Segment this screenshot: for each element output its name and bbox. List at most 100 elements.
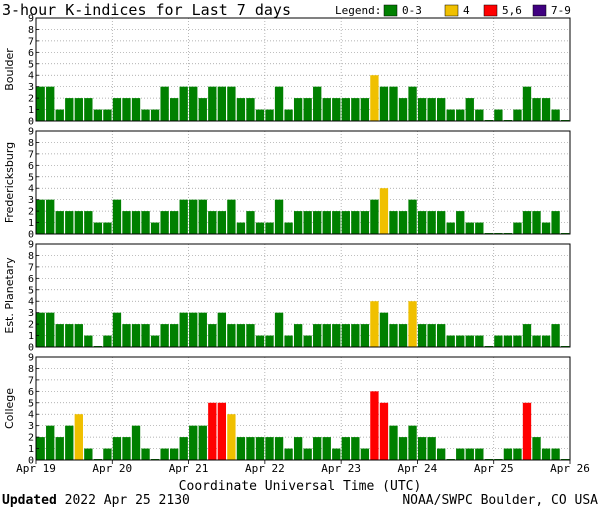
bar [456,109,465,121]
y-tick-label: 5 [28,59,34,70]
bar [46,312,55,347]
bar [150,109,160,121]
bar [236,222,246,234]
legend-item-1: 4 [463,4,470,17]
bar [322,98,331,121]
bar [74,414,83,460]
bar [112,437,122,460]
bar [141,448,150,460]
bar [84,335,93,347]
bar [46,425,55,460]
bar [255,335,265,347]
bar [408,301,417,347]
y-tick-label: 2 [28,94,34,105]
bar [103,222,112,234]
bar [456,335,465,347]
bar [303,211,312,234]
y-tick-label: 2 [28,320,34,331]
y-tick-label: 6 [28,387,34,398]
y-tick-label: 8 [28,25,34,36]
bar [475,335,484,347]
legend-swatch-1 [444,4,459,17]
y-tick-label: 5 [28,285,34,296]
bar [284,448,293,460]
bar [503,448,513,460]
bar [513,335,522,347]
x-tick-label: Apr 23 [321,462,361,475]
bar [398,211,408,234]
y-tick-label: 2 [28,207,34,218]
bar [389,86,398,121]
bar [551,109,560,121]
bar [313,86,322,121]
bar [456,211,465,234]
legend-swatch-0 [383,4,398,17]
y-tick-label: 6 [28,161,34,172]
panel-frame [35,356,571,461]
x-tick-label: Apr 21 [169,462,209,475]
footer-updated: Updated 2022 Apr 25 2130 [2,493,190,508]
y-tick-label: 0 [28,456,34,467]
bar [246,324,255,347]
x-tick-label: Apr 24 [398,462,438,475]
y-tick-label: 8 [28,251,34,262]
bar [265,437,274,460]
bar [179,199,188,234]
bar [522,402,532,460]
bar [36,86,45,121]
bar [475,109,484,121]
y-tick-label: 4 [28,184,34,195]
bar [417,211,427,234]
bar [255,437,265,460]
bar [522,211,532,234]
bar [265,335,274,347]
bar [465,98,474,121]
bar [551,448,560,460]
y-tick-label: 5 [28,398,34,409]
bar [217,86,227,121]
y-tick-label: 7 [28,36,34,47]
y-tick-label: 3 [28,421,34,432]
bar [437,324,446,347]
bar [341,211,350,234]
x-tick-label: Apr 25 [474,462,514,475]
y-tick-label: 1 [28,218,34,229]
bar [303,448,312,460]
bar [112,199,122,234]
y-tick-label: 1 [28,105,34,116]
bar [332,324,341,347]
bar [36,199,45,234]
bar [494,109,503,121]
bar [522,324,532,347]
bar [93,109,103,121]
bar [332,448,341,460]
y-tick-label: 9 [28,240,34,251]
legend-swatch-3 [532,4,547,17]
bar [55,109,64,121]
bar [189,425,198,460]
bar [112,98,122,121]
bar [313,324,322,347]
bar [170,324,179,347]
bar [379,86,389,121]
bar [341,437,350,460]
bar [55,437,64,460]
bar [246,98,255,121]
bar [398,324,408,347]
bar [103,109,112,121]
bar [332,98,341,121]
y-tick-label: 0 [28,117,34,128]
bar [379,402,389,460]
bar [131,324,141,347]
bar [46,86,55,121]
bar [170,98,179,121]
bar [370,199,379,234]
bar [427,324,436,347]
series-label: Boulder [3,48,16,91]
bar [360,98,370,121]
bar [227,86,236,121]
bar [408,199,417,234]
bar [65,211,74,234]
bar [150,222,160,234]
bar [160,86,169,121]
